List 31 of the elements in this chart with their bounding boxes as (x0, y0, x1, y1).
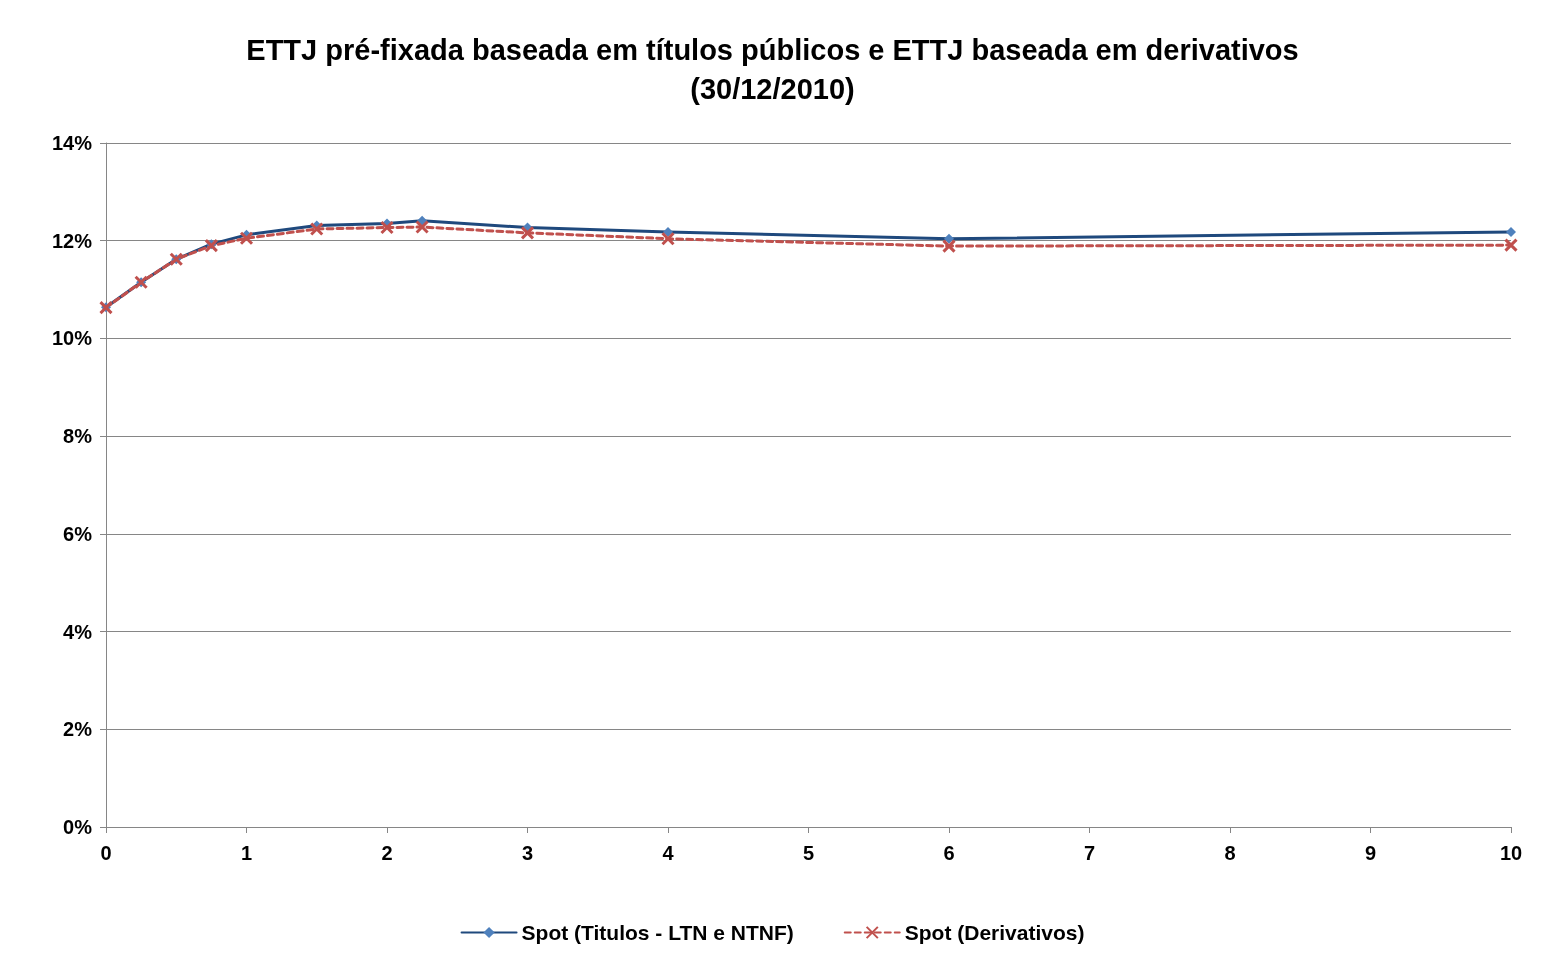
y-tick-label: 12% (51, 229, 93, 252)
x-tick-label: 4 (662, 842, 675, 864)
x-tick-label: 3 (521, 842, 534, 864)
x-tick-label: 7 (1083, 842, 1096, 864)
point (1504, 238, 1518, 253)
x-tick-label: 1 (240, 842, 253, 864)
legend-label: Spot (Titulos - LTN e NTNF) (521, 921, 794, 944)
x-tick-label: 9 (1364, 842, 1377, 864)
x-tick-label: 6 (943, 842, 955, 864)
point (380, 220, 394, 235)
x-tick-label: 10 (1499, 842, 1523, 864)
x-tick-label: 8 (1224, 842, 1236, 864)
point (415, 220, 430, 235)
chart-subtitle: (30/12/2010) (690, 72, 855, 105)
point (942, 239, 956, 254)
point (661, 231, 675, 246)
x-tick-label: 5 (802, 842, 815, 864)
y-tick-label: 10% (51, 327, 93, 350)
y-tick-label: 6% (63, 522, 93, 545)
y-tick-label: 4% (63, 620, 93, 643)
legend-label: Spot (Derivativos) (904, 921, 1085, 944)
x-tick-label: 2 (381, 842, 393, 864)
chart-title: ETTJ pré-fixada baseada em títulos públicos e ETTJ baseada em derivativos (246, 33, 1299, 66)
point (520, 225, 535, 240)
y-tick-label: 8% (63, 425, 93, 448)
x-tick-label: 0 (100, 842, 112, 864)
y-tick-label: 0% (63, 816, 93, 838)
point (309, 221, 324, 236)
point (239, 231, 254, 246)
y-tick-label: 2% (63, 718, 93, 741)
y-tick-label: 14% (51, 132, 93, 154)
